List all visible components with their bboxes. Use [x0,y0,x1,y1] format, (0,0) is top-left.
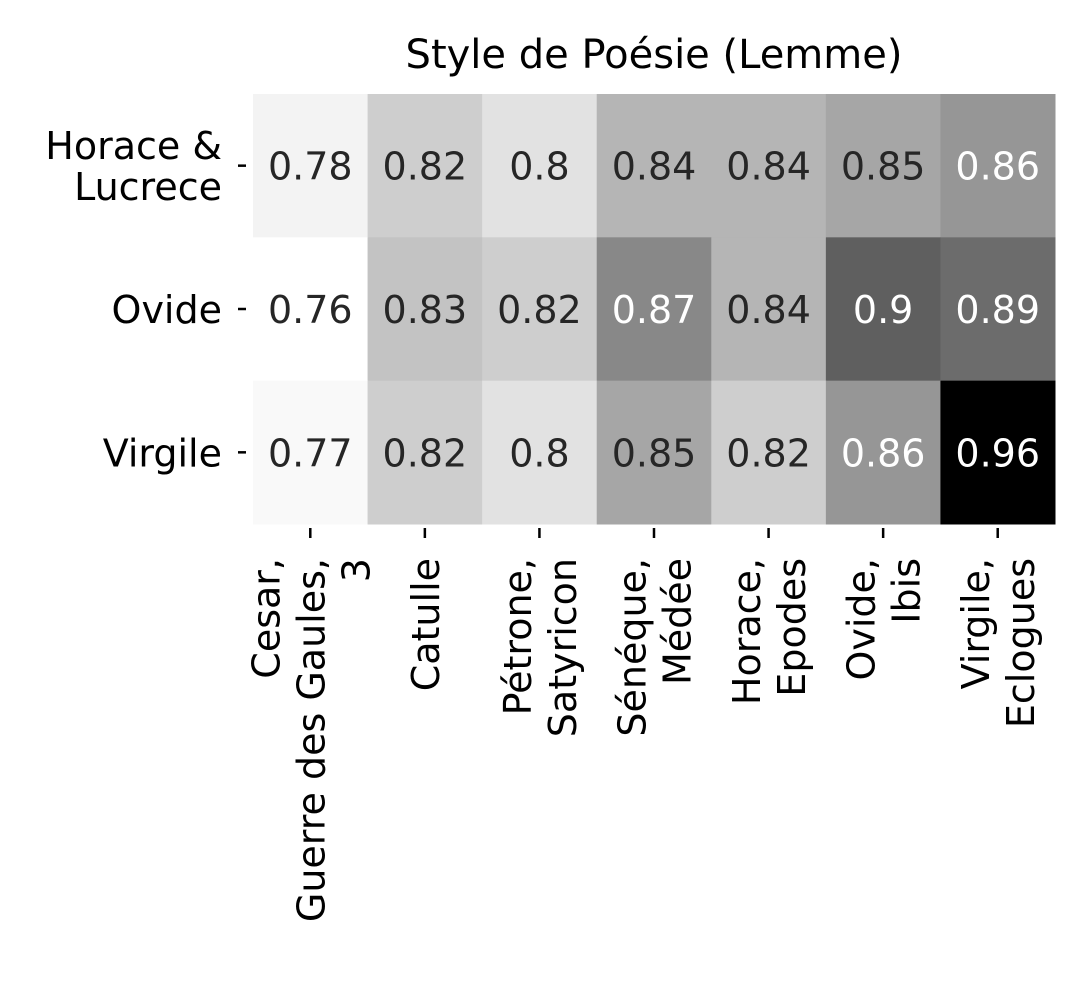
cell-value-label: 0.96 [955,431,1040,475]
heatmap-cells [253,94,1056,525]
heatmap-cell [596,237,712,382]
cell-value-label: 0.76 [268,288,353,332]
chart-title: Style de Poésie (Lemme) [406,32,903,78]
heatmap-cell [825,237,941,382]
x-tick-label: Satyricon [541,558,585,737]
x-tick-label: Médée [656,558,700,685]
cell-value-label: 0.8 [509,145,569,189]
cell-value-label: 0.84 [612,145,697,189]
heatmap-cell [253,94,369,238]
heatmap-cell [367,94,483,238]
x-tick-label: Eclogues [999,558,1043,728]
x-tick-label: Guerre des Gaules, [289,558,333,922]
cell-value-label: 0.87 [612,288,697,332]
heatmap-cell [482,380,598,525]
x-tick-label: Horace, [725,558,769,705]
cell-value-label: 0.84 [726,288,811,332]
cell-value-label: 0.85 [612,431,697,475]
y-tick-label: Horace & [45,124,222,168]
cell-value-label: 0.82 [383,145,468,189]
x-tick-label: 3 [334,558,378,582]
x-tick-label: Catulle [404,558,448,691]
heatmap-cell [367,237,483,382]
heatmap-cell [940,237,1056,382]
heatmap-cell [367,380,483,525]
cell-value-label: 0.78 [268,145,353,189]
x-tick-label: Epodes [770,558,814,697]
heatmap-cell [940,94,1056,238]
heatmap-cell [253,380,369,525]
heatmap-cell [825,380,941,525]
heatmap-cell [711,237,827,382]
cell-value-label: 0.82 [726,431,811,475]
heatmap-cell [596,94,712,238]
cell-value-label: 0.84 [726,145,811,189]
heatmap-cell [596,380,712,525]
cell-value-label: 0.86 [841,431,926,475]
cell-value-label: 0.89 [955,288,1040,332]
y-tick-label: Virgile [103,431,222,475]
cell-value-label: 0.83 [383,288,468,332]
y-tick-label: Lucrece [74,165,222,209]
heatmap-cell [711,380,827,525]
heatmap-cell [940,380,1056,525]
cell-value-label: 0.82 [383,431,468,475]
x-tick-label: Pétrone, [496,558,540,715]
heatmap-cell [482,237,598,382]
y-axis: Horace &Lucrece Ovide Virgile [45,124,246,475]
heatmap-cell [711,94,827,238]
cell-value-label: 0.9 [853,288,913,332]
x-tick-label: Ibis [885,558,929,624]
x-axis: Cesar, Guerre des Gaules, 3 Catulle Pétrone,… [244,528,1043,922]
cell-value-label: 0.8 [509,431,569,475]
cell-annotations: 0.78 0.82 0.8 0.84 0.84 0.85 0.86 0.76 0.83 0.82 0… [268,145,1040,476]
cell-value-label: 0.86 [955,145,1040,189]
heatmap-cell [825,94,941,238]
x-tick-label: Ovide, [840,558,884,681]
cell-value-label: 0.82 [497,288,582,332]
heatmap-cell [482,94,598,238]
x-tick-label: Virgile, [954,558,998,689]
cell-value-label: 0.77 [268,431,353,475]
x-tick-label: Cesar, [244,558,288,679]
heatmap-cell [253,237,369,382]
y-tick-label: Ovide [112,288,222,332]
cell-value-label: 0.85 [841,145,926,189]
x-tick-label: Sénéque, [611,558,655,737]
